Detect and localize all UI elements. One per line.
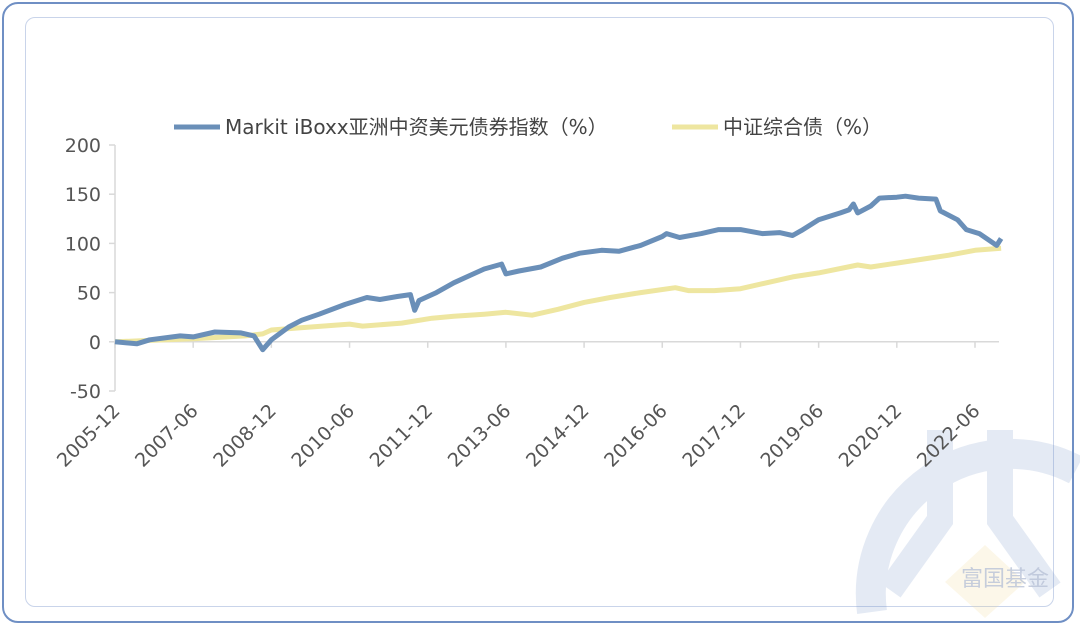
y-tick-label: 0: [89, 332, 101, 354]
y-tick-label: 150: [65, 184, 101, 206]
x-tick-label: 2020-12: [835, 400, 907, 472]
series-line-1: [114, 193, 1004, 353]
x-tick-label: 2019-06: [756, 400, 828, 472]
x-tick-label: 2011-12: [366, 400, 438, 472]
chart-card: [25, 17, 1054, 607]
legend-label-2: 中证综合债（%）: [723, 115, 882, 139]
x-tick-label: 2007-06: [131, 400, 203, 472]
x-tick-label: 2017-12: [678, 400, 750, 472]
watermark-text: 富国基金: [961, 567, 1049, 592]
x-tick-label: 2010-06: [287, 400, 359, 472]
x-tick-label: 2016-06: [600, 400, 672, 472]
outer-frame: [2, 2, 1074, 623]
series-line-2: [114, 245, 1002, 345]
x-tick-label: 2013-06: [444, 400, 516, 472]
x-tick-label: 2005-12: [53, 400, 125, 472]
y-tick-label: 100: [65, 233, 101, 255]
y-tick-label: -50: [70, 381, 101, 403]
x-tick-label: 2014-12: [522, 400, 594, 472]
legend-label-1: Markit iBoxx亚洲中资美元债券指数（%）: [225, 115, 608, 139]
y-tick-label: 50: [77, 283, 101, 305]
y-tick-label: 200: [65, 135, 101, 157]
x-tick-label: 2008-12: [209, 400, 281, 472]
watermark-logo: [855, 430, 1080, 618]
